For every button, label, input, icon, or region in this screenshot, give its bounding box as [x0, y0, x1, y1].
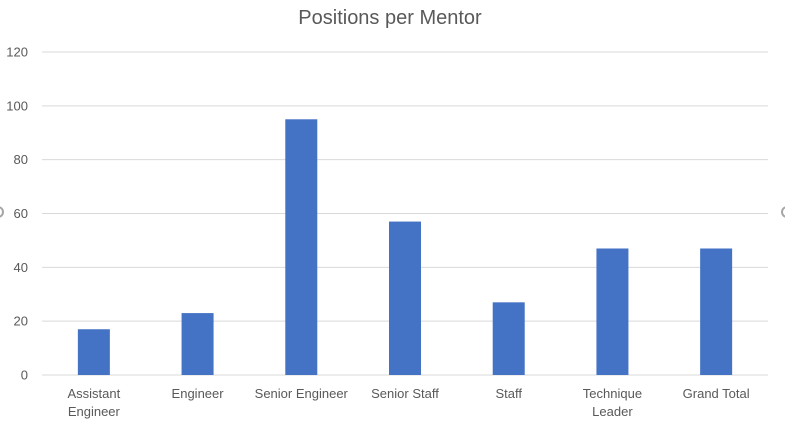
x-tick-label-line: Leader	[592, 404, 633, 419]
x-tick-label: Senior Staff	[371, 386, 439, 401]
y-tick-label: 120	[6, 45, 28, 60]
bar[interactable]	[492, 302, 525, 375]
bar[interactable]	[77, 329, 110, 375]
left-resize-handle[interactable]	[0, 206, 4, 218]
bar[interactable]	[181, 313, 214, 375]
y-tick-label: 0	[21, 368, 28, 383]
y-tick-label: 80	[14, 152, 28, 167]
y-tick-label: 60	[14, 206, 28, 221]
x-axis-tick-labels: Assistant Engineer Engineer Senior Engineer…	[67, 386, 749, 419]
y-tick-label: 40	[14, 260, 28, 275]
x-tick-label-line: Senior Engineer	[255, 386, 349, 401]
bar[interactable]	[700, 248, 733, 375]
x-tick-label-line: Grand Total	[683, 386, 750, 401]
bar[interactable]	[596, 248, 629, 375]
right-resize-handle[interactable]	[781, 206, 785, 218]
x-tick-label-line: Technique	[583, 386, 642, 401]
x-tick-label: Staff	[495, 386, 522, 401]
x-tick-label-line: Assistant	[67, 386, 120, 401]
x-tick-label-line: Engineer	[68, 404, 121, 419]
x-tick-label-line: Engineer	[172, 386, 225, 401]
y-axis-tick-labels: 0 20 40 60 80 100 120	[6, 45, 28, 383]
x-tick-label: Senior Engineer	[255, 386, 349, 401]
bar[interactable]	[285, 119, 318, 376]
x-tick-label: Engineer	[172, 386, 225, 401]
y-tick-label: 20	[14, 314, 28, 329]
x-tick-label: Technique Leader	[583, 386, 642, 419]
x-tick-label-line: Staff	[495, 386, 522, 401]
chart-title: Positions per Mentor	[298, 7, 482, 29]
bars	[77, 119, 733, 376]
y-tick-label: 100	[6, 98, 28, 113]
bar[interactable]	[389, 221, 421, 375]
x-tick-label: Assistant Engineer	[67, 386, 120, 419]
x-tick-label: Grand Total	[683, 386, 750, 401]
x-tick-label-line: Senior Staff	[371, 386, 439, 401]
